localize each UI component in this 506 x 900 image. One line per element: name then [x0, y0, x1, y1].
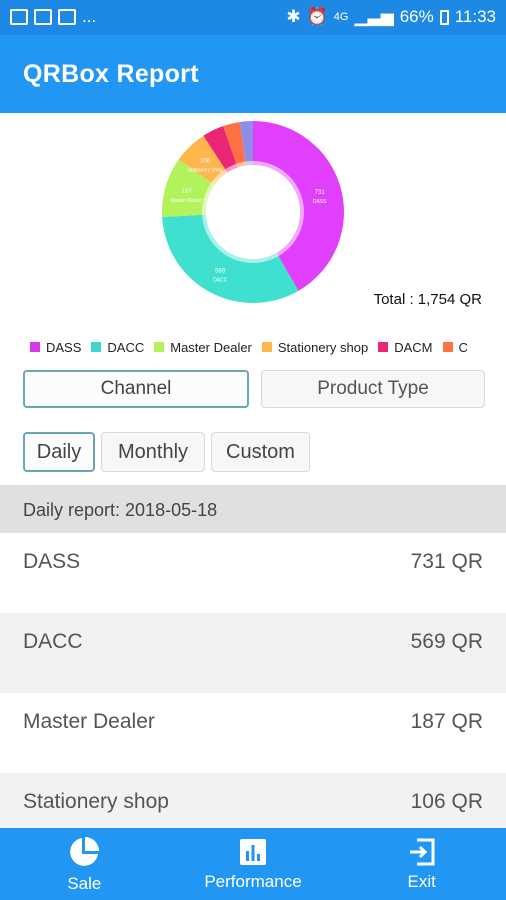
- legend-swatch: [378, 342, 389, 352]
- custom-button[interactable]: Custom: [211, 432, 310, 472]
- status-left: ...: [10, 7, 96, 27]
- image-icon: [34, 9, 52, 25]
- legend-item: C: [442, 337, 468, 357]
- bluetooth-icon: ✱: [286, 7, 301, 26]
- legend-label: DASS: [46, 339, 82, 355]
- slice-c[interactable]: [223, 121, 247, 168]
- status-bar: ... ✱ ⏰ 4G ▁▃▅ 66% 11:33: [0, 0, 506, 35]
- legend-label: C: [458, 339, 468, 355]
- tab-performance[interactable]: Performance: [169, 828, 338, 900]
- status-right: ✱ ⏰ 4G ▁▃▅ 66% 11:33: [286, 7, 496, 27]
- list-item[interactable]: DACC 569 QR: [0, 613, 506, 693]
- row-value: 731 QR: [410, 550, 483, 573]
- mail-icon: [10, 9, 28, 25]
- slice-stationery-shop[interactable]: [178, 135, 228, 185]
- donut-chart[interactable]: 731 DASS 569 DACC 187 Master Dealer 106 Station…: [150, 117, 356, 307]
- slice-category-label: DACC: [213, 278, 228, 284]
- bar-chart-icon: [240, 838, 266, 865]
- legend-swatch: [154, 342, 165, 352]
- legend-label: DACM: [394, 339, 433, 355]
- tab-exit-label: Exit: [407, 871, 436, 891]
- legend-item: DACM: [378, 337, 433, 357]
- signal-icon: ▁▃▅: [354, 7, 394, 26]
- legend-swatch: [91, 342, 102, 352]
- chart-legend: DASS DACC Master Dealer Stationery shop DACM…: [30, 337, 506, 357]
- report-date: Daily report: 2018-05-18: [23, 500, 218, 520]
- alarm-icon: ⏰: [306, 7, 328, 26]
- row-name: Stationery shop: [23, 790, 169, 813]
- grouping-selector: Channel Product Type: [23, 370, 485, 408]
- row-name: DACC: [23, 630, 83, 653]
- legend-label: Stationery shop: [277, 339, 369, 355]
- exit-icon: [409, 838, 435, 865]
- slice-category-label: Master Dealer: [171, 198, 203, 204]
- qr-icon: [58, 9, 76, 25]
- list-item[interactable]: DASS 731 QR: [0, 533, 506, 613]
- legend-swatch: [30, 342, 40, 352]
- slice-category-label: Stationery shop: [188, 167, 223, 173]
- legend-item: Stationery shop: [261, 337, 369, 357]
- tab-sale-label: Sale: [67, 873, 102, 893]
- row-name: Master Dealer: [23, 710, 155, 733]
- row-value: 106 QR: [410, 790, 483, 813]
- legend-swatch: [442, 342, 453, 352]
- battery-icon: [439, 9, 449, 25]
- product-type-button[interactable]: Product Type: [261, 370, 485, 408]
- legend-item: DASS: [30, 337, 81, 357]
- slice-c[interactable]: [239, 121, 253, 166]
- row-value: 187 QR: [410, 710, 483, 733]
- network-label: 4G: [333, 11, 349, 23]
- slice-dacm[interactable]: [203, 126, 238, 173]
- report-list: DASS 731 QR DACC 569 QR Master Dealer 18…: [0, 533, 506, 853]
- legend-label: DACC: [107, 339, 145, 355]
- donut-hole: [202, 161, 304, 263]
- legend-swatch: [261, 342, 272, 352]
- legend-item: DACC: [91, 337, 144, 357]
- status-ellipsis: ...: [82, 7, 97, 26]
- app-bar: QRBox Report: [0, 35, 506, 113]
- app-title: QRBox Report: [23, 60, 199, 88]
- list-item[interactable]: Master Dealer 187 QR: [0, 693, 506, 773]
- report-header: Daily report: 2018-05-18: [0, 485, 506, 533]
- battery-percent: 66%: [399, 7, 434, 26]
- daily-button[interactable]: Daily: [23, 432, 95, 472]
- tab-performance-label: Performance: [204, 871, 302, 891]
- tab-exit[interactable]: Exit: [337, 828, 506, 900]
- bottom-nav: Sale Performance Exit: [0, 828, 506, 900]
- slice-value-label: 569: [215, 269, 226, 275]
- chart-total: Total : 1,754 QR: [373, 291, 482, 308]
- clock: 11:33: [454, 7, 496, 26]
- slice-dass[interactable]: [253, 121, 345, 291]
- slice-category-label: DASS: [313, 199, 327, 205]
- period-selector: Daily Monthly Custom: [23, 432, 310, 472]
- channel-button[interactable]: Channel: [23, 370, 249, 408]
- row-value: 569 QR: [410, 630, 483, 653]
- slice-dacc[interactable]: [162, 214, 299, 303]
- legend-label: Master Dealer: [170, 339, 252, 355]
- chart-area: 731 DASS 569 DACC 187 Master Dealer 106 Station…: [0, 113, 506, 323]
- legend-item: Master Dealer: [154, 337, 252, 357]
- pie-chart-icon: [70, 836, 100, 866]
- tab-sale[interactable]: Sale: [0, 828, 169, 900]
- row-name: DASS: [23, 550, 81, 573]
- slice-value-label: 106: [200, 158, 211, 164]
- slice-value-label: 731: [315, 190, 326, 196]
- slice-master-dealer[interactable]: [162, 159, 215, 218]
- monthly-button[interactable]: Monthly: [101, 432, 205, 472]
- slice-value-label: 187: [182, 189, 193, 195]
